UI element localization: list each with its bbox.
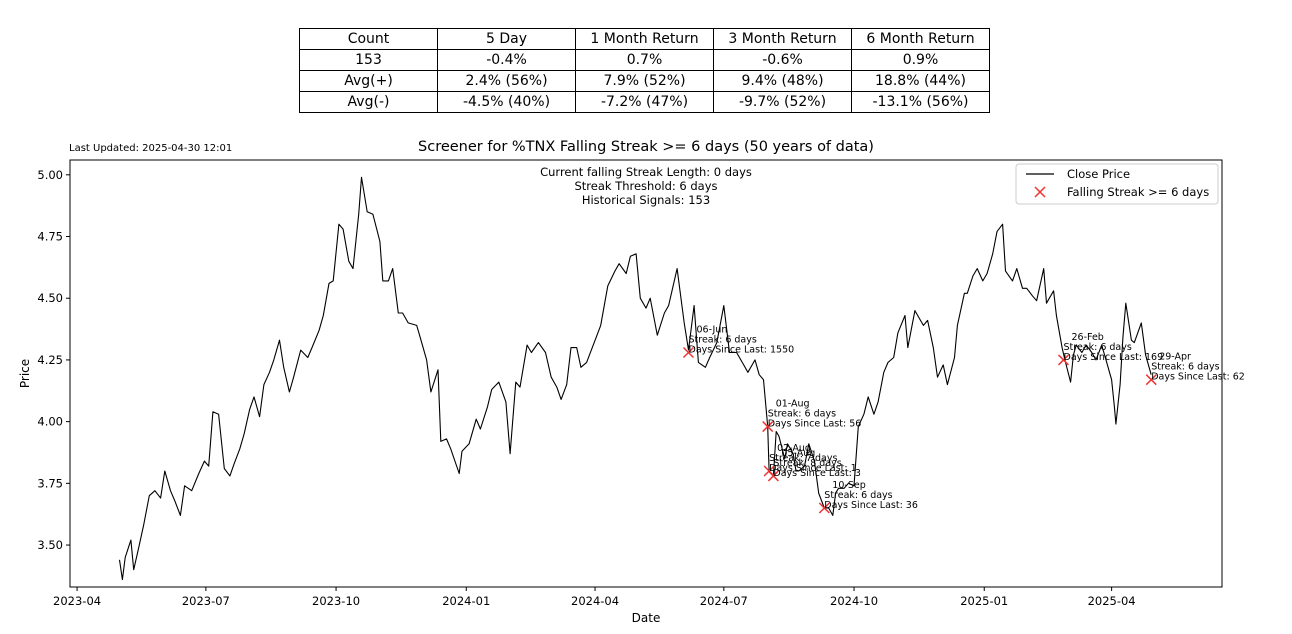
annotation-label: 29-Apr [1159, 352, 1191, 363]
annotation-label: Days Since Last: 1 [769, 463, 857, 474]
annotation-label: Streak: 6 days [1064, 342, 1132, 353]
table-cell: 9.4% (48%) [713, 70, 852, 92]
falling-streak-marker [1145, 374, 1157, 386]
falling-streak-marker [1057, 354, 1070, 366]
x-tick-label: 2024-10 [830, 594, 878, 608]
falling-streak-marker [762, 421, 774, 433]
info-line: Historical Signals: 153 [582, 193, 710, 207]
annotation-label: Streak: 6 days [768, 409, 836, 420]
x-tick-label: 2023-07 [182, 594, 230, 608]
table-cell: -13.1% (56%) [851, 91, 990, 113]
table-header-row: Count 5 Day 1 Month Return 3 Month Return 6 … [299, 28, 990, 50]
y-tick-label: 3.50 [37, 538, 63, 552]
table-cell: 7.9% (52%) [575, 70, 714, 92]
annotation-label: Days Since Last: 3 [773, 468, 861, 479]
annotation-label: 10-Sep [832, 480, 865, 491]
table-row: Avg(-) -4.5% (40%) -7.2% (47%) -9.7% (52%) -… [299, 91, 990, 113]
y-tick-label: 4.75 [37, 230, 63, 244]
y-axis-label: Price [18, 359, 32, 388]
annotation-label: 26-Feb [1072, 332, 1104, 343]
annotation-label: 02-Aug [777, 443, 811, 454]
annotation-label: Days Since Last: 1550 [689, 345, 795, 356]
x-tick-label: 2024-04 [571, 594, 619, 608]
annotation-label: Days Since Last: 62 [1151, 372, 1245, 383]
x-tick-label: 2023-10 [312, 594, 360, 608]
x-tick-label: 2025-01 [960, 594, 1008, 608]
annotation-label: Days Since Last: 36 [824, 500, 918, 511]
x-tick-label: 2024-07 [700, 594, 748, 608]
y-tick-label: 4.25 [37, 353, 63, 367]
annotation-label: Days Since Last: 56 [768, 419, 862, 430]
y-tick-label: 5.00 [37, 168, 63, 182]
falling-streak-marker [818, 502, 830, 514]
chart-title: Screener for %TNX Falling Streak >= 6 da… [418, 139, 874, 155]
falling-streak-marker [767, 470, 779, 482]
falling-streak-marker [682, 346, 694, 359]
table-cell: 6 Month Return [851, 28, 990, 50]
annotation-label: 06-Jun [697, 325, 728, 336]
annotation-label: Streak: 8 days [773, 458, 841, 469]
annotation-label: Streak: 7 days [769, 453, 837, 464]
x-tick-label: 2023-04 [53, 594, 101, 608]
table-cell: -4.5% (40%) [437, 91, 576, 113]
table-cell: 18.8% (44%) [851, 70, 990, 92]
table-cell: -9.7% (52%) [713, 91, 852, 113]
x-tick-label: 2024-01 [442, 594, 490, 608]
x-tick-label: 2025-04 [1088, 594, 1136, 608]
y-tick-label: 3.75 [37, 476, 63, 490]
axes-frame [69, 159, 1223, 588]
info-line: Streak Threshold: 6 days [574, 179, 717, 193]
y-tick-label: 4.00 [37, 415, 63, 429]
legend-box [1015, 163, 1219, 205]
annotation-label: Streak: 6 days [1151, 362, 1219, 373]
last-updated-label: Last Updated: 2025-04-30 12:01 [69, 143, 232, 154]
table-cell: Avg(-) [299, 91, 438, 113]
annotation-label: 01-Aug [776, 399, 810, 410]
annotation-label: Streak: 6 days [689, 335, 757, 346]
legend-marker-swatch [1034, 186, 1046, 198]
table-cell: -7.2% (47%) [575, 91, 714, 113]
y-tick-label: 4.50 [37, 291, 63, 305]
legend-entry-falling-streak: Falling Streak >= 6 days [1067, 185, 1209, 199]
annotation-label: 05-Aug [781, 448, 815, 459]
annotation-label: Streak: 6 days [824, 490, 892, 501]
table-row: Avg(+) 2.4% (56%) 7.9% (52%) 9.4% (48%) 18.8… [299, 70, 990, 92]
summary-table: Count 5 Day 1 Month Return 3 Month Return 6 … [299, 28, 990, 113]
x-axis-label: Date [632, 611, 661, 625]
legend-entry-close-price: Close Price [1067, 167, 1130, 181]
annotation-label: Days Since Last: 169 [1064, 352, 1164, 363]
info-line: Current falling Streak Length: 0 days [540, 165, 752, 179]
close-price-line [118, 176, 1152, 581]
